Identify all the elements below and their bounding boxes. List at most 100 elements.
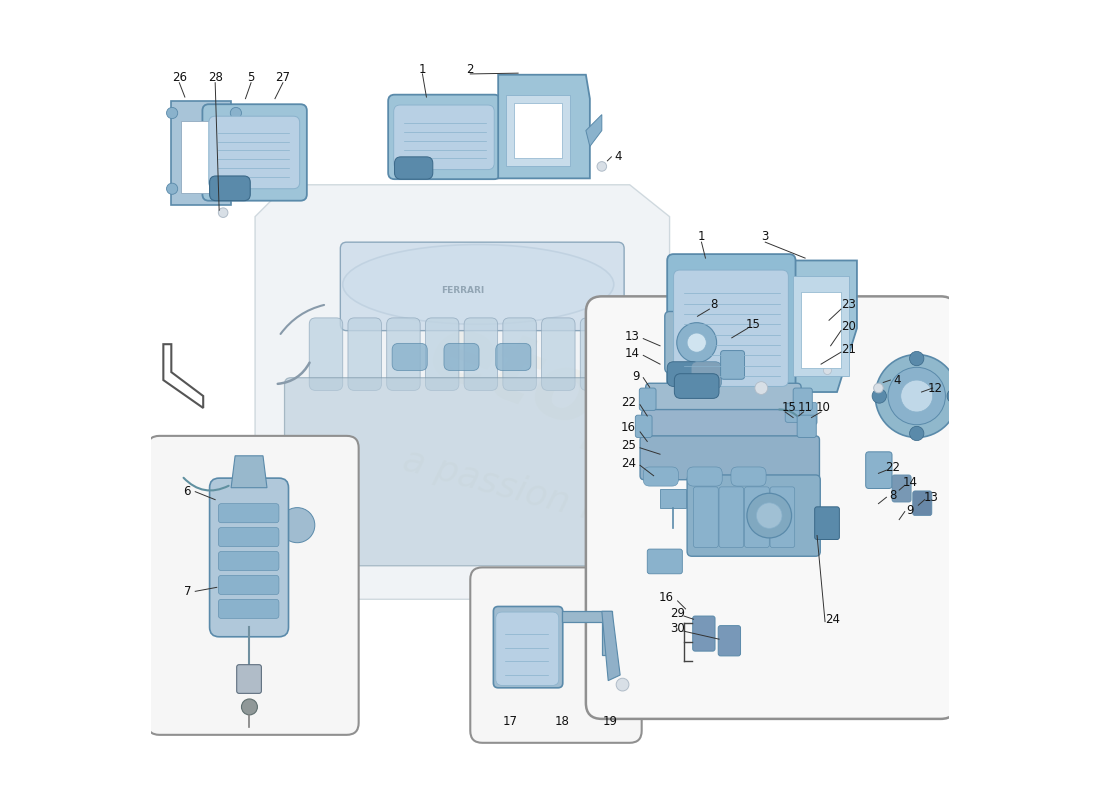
- Circle shape: [757, 503, 782, 528]
- FancyBboxPatch shape: [674, 374, 719, 398]
- Circle shape: [755, 382, 768, 394]
- FancyBboxPatch shape: [219, 504, 279, 522]
- Text: FERRARI: FERRARI: [441, 286, 484, 295]
- Polygon shape: [514, 102, 562, 158]
- FancyBboxPatch shape: [664, 311, 728, 373]
- FancyBboxPatch shape: [210, 176, 250, 201]
- Text: 15: 15: [746, 318, 761, 330]
- FancyBboxPatch shape: [494, 606, 563, 688]
- FancyBboxPatch shape: [388, 94, 500, 179]
- FancyBboxPatch shape: [426, 318, 459, 390]
- FancyBboxPatch shape: [503, 318, 537, 390]
- FancyBboxPatch shape: [688, 475, 821, 556]
- Circle shape: [616, 678, 629, 691]
- Circle shape: [910, 351, 924, 366]
- FancyBboxPatch shape: [815, 507, 839, 539]
- FancyBboxPatch shape: [581, 318, 614, 390]
- Text: 1: 1: [419, 62, 426, 76]
- FancyBboxPatch shape: [798, 415, 816, 438]
- FancyBboxPatch shape: [821, 318, 835, 341]
- Text: 18: 18: [554, 714, 570, 728]
- FancyBboxPatch shape: [210, 478, 288, 637]
- Text: 9: 9: [631, 370, 639, 382]
- FancyBboxPatch shape: [285, 378, 648, 566]
- Text: 23: 23: [842, 298, 857, 311]
- Text: 17: 17: [503, 714, 518, 728]
- Circle shape: [242, 699, 257, 715]
- FancyBboxPatch shape: [387, 318, 420, 390]
- FancyBboxPatch shape: [720, 350, 745, 379]
- Circle shape: [947, 389, 961, 403]
- Circle shape: [230, 183, 242, 194]
- Text: 22: 22: [621, 396, 636, 409]
- Text: 27: 27: [275, 70, 290, 84]
- Text: 5: 5: [248, 70, 255, 84]
- FancyBboxPatch shape: [641, 410, 805, 440]
- Text: 4: 4: [893, 374, 901, 386]
- Text: 1: 1: [697, 230, 705, 243]
- Text: 12: 12: [928, 382, 943, 394]
- FancyBboxPatch shape: [693, 616, 715, 651]
- Text: 4: 4: [614, 150, 622, 163]
- Polygon shape: [660, 490, 685, 508]
- Polygon shape: [163, 344, 204, 408]
- Text: 2: 2: [466, 62, 474, 76]
- FancyBboxPatch shape: [202, 104, 307, 201]
- FancyBboxPatch shape: [394, 105, 494, 170]
- Text: 24: 24: [825, 613, 840, 626]
- FancyBboxPatch shape: [640, 436, 820, 480]
- Text: 30: 30: [670, 622, 685, 635]
- Text: 26: 26: [172, 70, 187, 84]
- FancyBboxPatch shape: [801, 402, 817, 425]
- Text: 3: 3: [761, 230, 769, 243]
- FancyBboxPatch shape: [496, 343, 531, 370]
- FancyBboxPatch shape: [340, 242, 624, 330]
- Text: 9: 9: [906, 503, 914, 517]
- FancyBboxPatch shape: [586, 296, 957, 719]
- FancyBboxPatch shape: [673, 270, 789, 386]
- Circle shape: [872, 389, 887, 403]
- Circle shape: [230, 107, 242, 118]
- Text: 14: 14: [903, 477, 917, 490]
- Text: 16: 16: [659, 591, 673, 604]
- Text: 16: 16: [621, 422, 636, 434]
- FancyBboxPatch shape: [821, 345, 835, 364]
- FancyBboxPatch shape: [693, 487, 718, 547]
- FancyBboxPatch shape: [770, 487, 794, 547]
- FancyBboxPatch shape: [718, 626, 740, 656]
- FancyBboxPatch shape: [471, 567, 641, 743]
- Text: 11: 11: [798, 402, 813, 414]
- Circle shape: [676, 322, 716, 362]
- Circle shape: [688, 333, 706, 352]
- Text: 13: 13: [924, 490, 938, 504]
- FancyBboxPatch shape: [392, 343, 427, 370]
- FancyBboxPatch shape: [496, 612, 559, 686]
- FancyBboxPatch shape: [866, 452, 892, 489]
- FancyBboxPatch shape: [464, 318, 497, 390]
- Circle shape: [910, 426, 924, 441]
- FancyBboxPatch shape: [691, 362, 722, 389]
- FancyBboxPatch shape: [668, 362, 700, 386]
- FancyBboxPatch shape: [348, 318, 382, 390]
- FancyBboxPatch shape: [793, 388, 812, 410]
- FancyBboxPatch shape: [745, 487, 769, 547]
- FancyBboxPatch shape: [647, 549, 682, 574]
- Text: 25: 25: [621, 439, 636, 452]
- FancyBboxPatch shape: [209, 116, 299, 189]
- Text: etoparts: etoparts: [417, 303, 874, 545]
- FancyBboxPatch shape: [219, 599, 279, 618]
- Polygon shape: [255, 185, 670, 599]
- Text: a passion for parts: a passion for parts: [399, 444, 733, 564]
- FancyBboxPatch shape: [268, 498, 326, 554]
- Polygon shape: [602, 611, 620, 681]
- FancyBboxPatch shape: [668, 254, 795, 398]
- Text: 8: 8: [889, 489, 896, 502]
- Text: 13: 13: [625, 330, 639, 342]
- FancyBboxPatch shape: [219, 575, 279, 594]
- Circle shape: [597, 162, 606, 171]
- Text: 21: 21: [842, 343, 857, 356]
- Text: 14: 14: [625, 347, 639, 360]
- FancyBboxPatch shape: [732, 467, 766, 486]
- Circle shape: [901, 380, 933, 412]
- Text: 24: 24: [621, 458, 636, 470]
